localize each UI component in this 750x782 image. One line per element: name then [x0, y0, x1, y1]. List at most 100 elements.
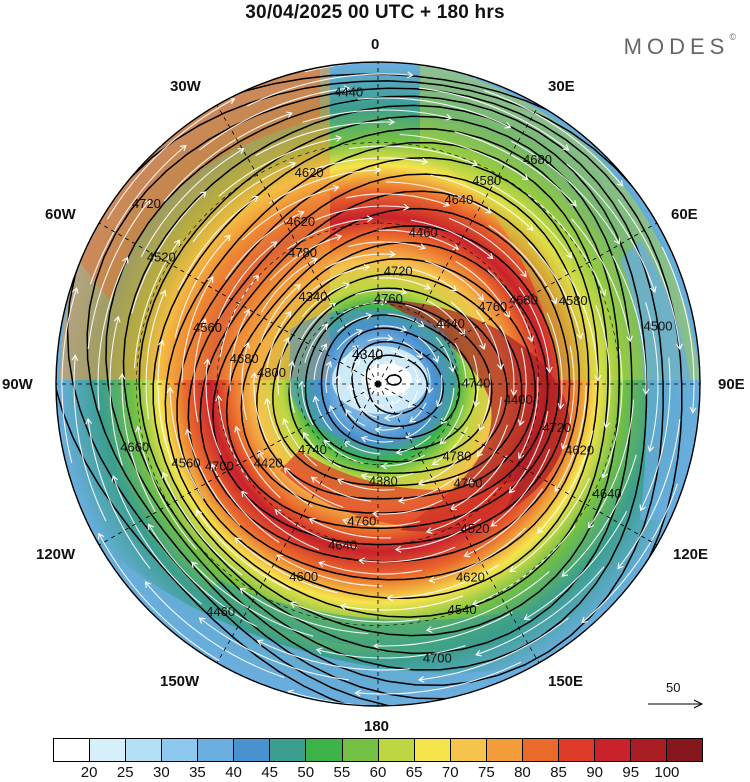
wind-streamline	[345, 193, 450, 206]
wind-arrowhead-icon	[358, 557, 366, 565]
wind-streamline	[268, 169, 381, 204]
colorbar-cell	[594, 739, 631, 761]
contour-value-label: 4760	[478, 299, 507, 314]
wind-arrowhead-icon	[191, 561, 198, 569]
height-contour-line	[122, 104, 648, 671]
wind-streamline	[199, 617, 350, 681]
contour-value-label: 4720	[542, 420, 571, 435]
wind-arrowhead-icon	[113, 315, 121, 323]
wind-streamline	[411, 219, 494, 259]
wind-streamline	[255, 121, 394, 157]
wind-streamline	[112, 475, 202, 605]
wind-arrowhead-icon	[343, 282, 351, 289]
colorbar-cell	[270, 739, 307, 761]
wind-arrowhead-icon	[354, 689, 361, 697]
wind-arrowhead-icon	[450, 285, 458, 292]
wind-arrowhead-icon	[389, 359, 397, 366]
wind-arrowhead-icon	[371, 402, 379, 409]
wind-arrowhead-icon	[353, 359, 361, 367]
wind-streamline	[98, 533, 220, 662]
wind-streamline	[357, 97, 511, 128]
wind-arrowhead-icon	[215, 394, 223, 402]
wind-arrowhead-icon	[647, 445, 655, 453]
wind-arrowhead-icon	[356, 328, 363, 336]
wind-streamline	[361, 436, 394, 443]
wind-streamline	[426, 487, 499, 533]
wind-arrowhead-icon	[428, 576, 436, 584]
wind-arrowhead-icon	[425, 626, 433, 633]
low-centre-contour	[386, 374, 402, 386]
contour-value-label: 4400	[504, 392, 533, 407]
wind-arrowhead-icon	[224, 234, 231, 242]
wind-streamline	[266, 398, 293, 459]
wind-arrowhead-icon	[234, 425, 241, 433]
wind-arrowhead-icon	[599, 289, 607, 297]
contour-value-label: 4640	[444, 192, 473, 207]
wind-arrowhead-icon	[616, 180, 624, 187]
height-contour-line	[240, 242, 549, 514]
wind-arrowhead-icon	[289, 161, 297, 169]
wind-streamline	[337, 479, 395, 491]
colorbar-cell	[667, 739, 703, 761]
wind-streamline	[235, 426, 281, 499]
colorbar-cell	[306, 739, 343, 761]
wind-arrowhead-icon	[243, 308, 250, 316]
wind-streamline	[602, 349, 623, 478]
wind-streamline	[640, 357, 671, 511]
wind-arrowhead-icon	[448, 365, 456, 373]
wind-streamline	[311, 476, 372, 502]
wind-arrowhead-icon	[386, 334, 394, 342]
colorbar-tick-label: 65	[405, 764, 423, 781]
wind-arrowhead-icon	[477, 294, 484, 301]
wind-streamline	[133, 239, 180, 369]
wind-streamline	[475, 309, 502, 370]
wind-arrowhead-icon	[228, 97, 236, 105]
wind-arrowhead-icon	[562, 144, 570, 151]
pole-value-label: 4340	[352, 346, 383, 362]
wind-arrowhead-icon	[252, 274, 260, 282]
map-border	[55, 61, 701, 707]
wind-arrowhead-icon	[288, 360, 295, 368]
wind-arrowhead-icon	[85, 417, 93, 425]
wind-arrowhead-icon	[467, 477, 474, 484]
contour-value-label: 4440	[334, 85, 363, 100]
wind-arrowhead-icon	[207, 276, 214, 283]
wind-arrowhead-icon	[289, 601, 297, 609]
lon-label-180: 180	[364, 718, 390, 735]
wind-arrowhead-icon	[380, 462, 387, 470]
wind-arrowhead-icon	[400, 325, 408, 332]
wind-streamline	[246, 73, 413, 107]
wind-arrowhead-icon	[509, 565, 517, 573]
lon-label-90w: 90W	[2, 376, 33, 393]
wind-streamline	[303, 432, 342, 469]
lon-label-30w: 30W	[170, 78, 201, 95]
wind-streamline	[396, 435, 432, 454]
wind-arrowhead-icon	[527, 335, 534, 343]
contour-value-label: 4420	[254, 456, 283, 471]
meridian-line	[377, 222, 658, 385]
wind-arrowhead-icon	[545, 366, 553, 374]
wind-streamline	[217, 241, 278, 320]
wind-arrowhead-icon	[445, 113, 453, 121]
colorbar-cell	[522, 739, 559, 761]
wind-arrowhead-icon	[373, 360, 380, 368]
wind-streamline	[450, 455, 508, 510]
wind-streamline	[225, 211, 304, 280]
wind-streamline	[299, 303, 336, 342]
wind-streamline	[242, 186, 339, 241]
wind-streamline	[537, 430, 594, 534]
lon-label-120e: 120E	[673, 546, 709, 563]
wind-arrowhead-icon	[335, 135, 343, 142]
wind-arrowhead-icon	[264, 397, 271, 405]
contour-value-label: 4700	[454, 476, 483, 491]
wind-streamline	[309, 518, 392, 539]
colorbar-tick-label: 35	[189, 764, 206, 781]
wind-arrowhead-icon	[377, 346, 385, 354]
wind-arrowhead-icon	[417, 675, 425, 683]
wind-arrowhead-icon	[424, 283, 431, 290]
wind-streamline	[527, 242, 582, 339]
contour-value-label: 4680	[230, 351, 259, 366]
wind-streamline	[519, 347, 527, 426]
wind-streamline	[518, 286, 551, 373]
